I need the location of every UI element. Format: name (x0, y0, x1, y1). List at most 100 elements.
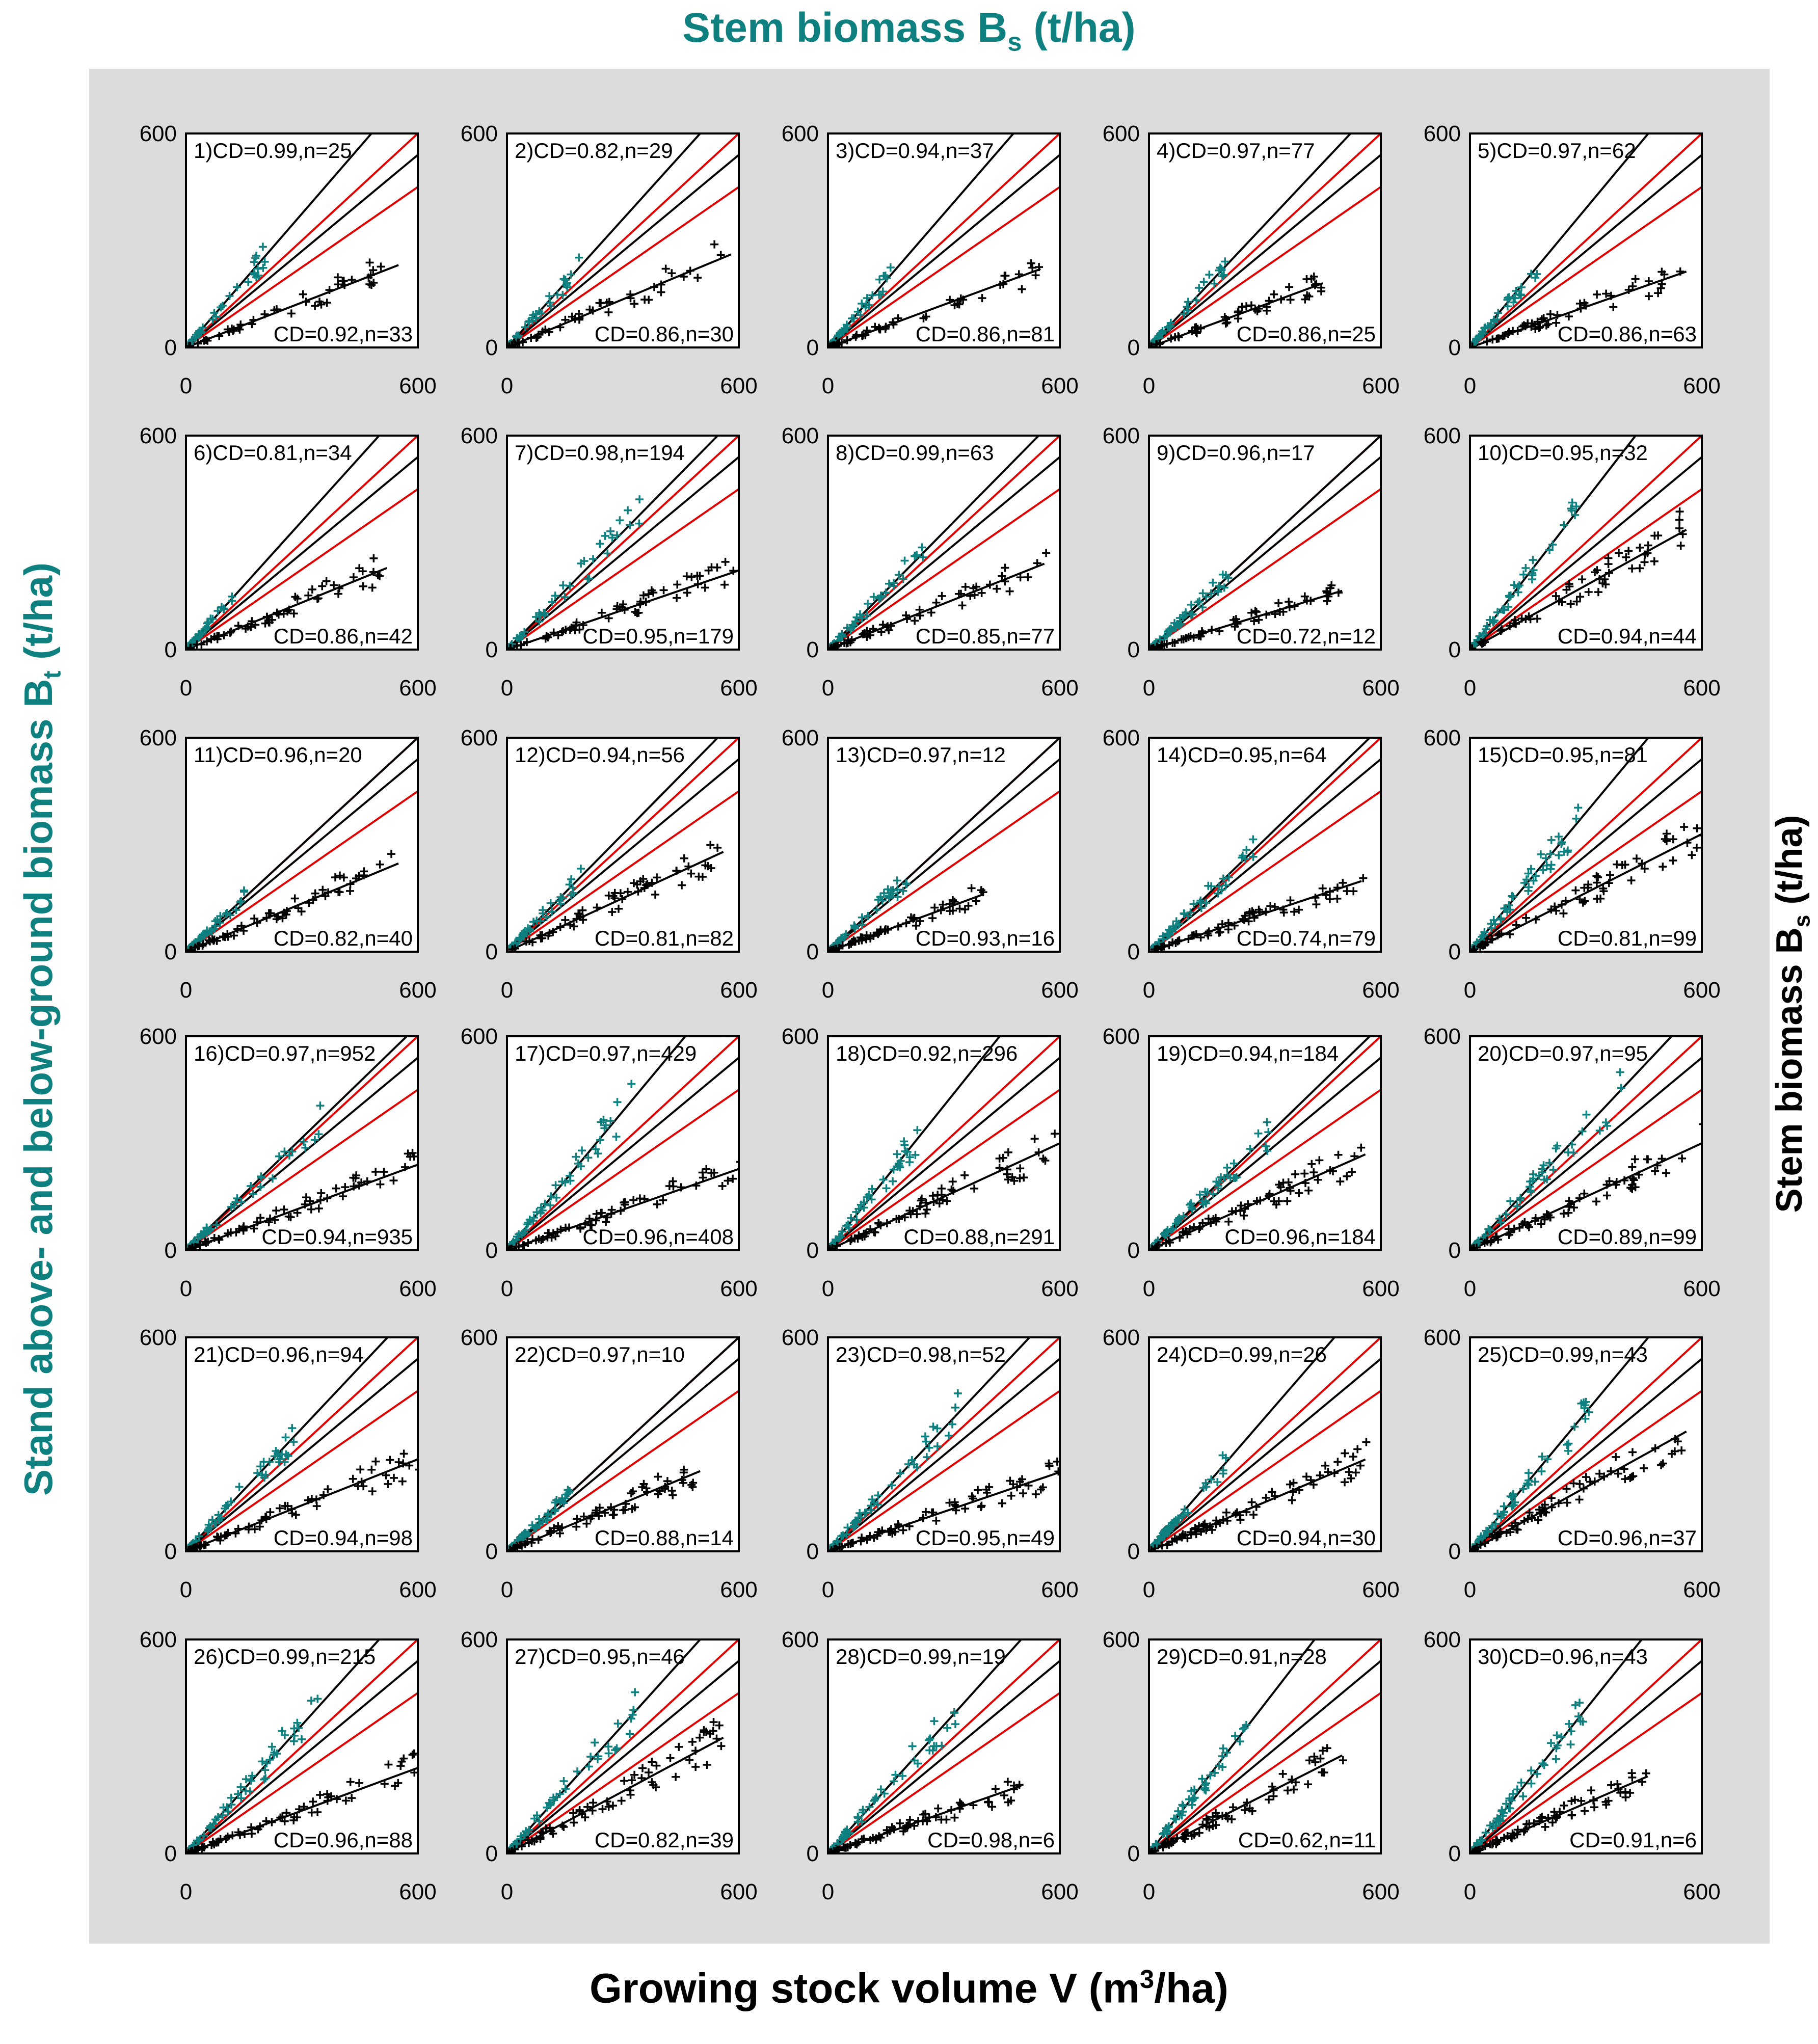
black-point (1031, 271, 1040, 280)
black-point (828, 1244, 837, 1250)
reference-line-black (1149, 154, 1381, 347)
black-point (1552, 318, 1561, 327)
black-point (1265, 297, 1273, 305)
black-point (593, 903, 601, 912)
black-point (341, 1183, 350, 1192)
teal-point (289, 1438, 298, 1446)
black-point (534, 331, 543, 339)
plot-inner (507, 738, 739, 952)
teal-point (1201, 1784, 1210, 1792)
black-point (1197, 1527, 1206, 1536)
teal-point (881, 588, 890, 597)
teal-point (616, 516, 624, 525)
black-point (1348, 1168, 1356, 1176)
black-point (1498, 625, 1506, 634)
black-point (335, 888, 344, 897)
teal-point (1505, 1794, 1514, 1803)
black-point (999, 280, 1008, 288)
black-point (1039, 1154, 1048, 1163)
black-point (1525, 1223, 1533, 1231)
teal-point (545, 292, 554, 301)
teal-point (1254, 1129, 1263, 1138)
black-point (871, 1228, 879, 1236)
teal-point (1527, 1779, 1536, 1788)
black-point (1675, 524, 1684, 532)
x-tick-label-600: 600 (1362, 1276, 1399, 1301)
teal-point (1186, 1200, 1194, 1209)
x-tick-label-600: 600 (1041, 373, 1078, 398)
teal-point (859, 1806, 867, 1814)
black-point (593, 1509, 601, 1517)
reference-line-red (828, 1036, 1060, 1250)
reference-line-red (828, 1089, 1060, 1250)
black-point (202, 1239, 210, 1247)
teal-point (1540, 1175, 1548, 1184)
reference-line-red (507, 790, 739, 952)
black-point (1325, 887, 1334, 896)
teal-point (1198, 1774, 1207, 1783)
black-point (1238, 915, 1247, 923)
top-axis-title: Stem biomass Bs (t/ha) (682, 5, 1136, 57)
black-point (1214, 923, 1222, 932)
black-point (545, 1526, 554, 1535)
black-point (366, 271, 375, 280)
teal-point (1516, 1194, 1525, 1202)
black-point (561, 916, 570, 924)
black-point (224, 1528, 232, 1537)
teal-point (876, 893, 885, 901)
black-point (1493, 334, 1502, 343)
teal-point (1182, 608, 1190, 617)
teal-point (1475, 1536, 1484, 1544)
black-point (636, 600, 645, 608)
teal-point (213, 1813, 222, 1821)
black-point (1579, 898, 1587, 907)
teal-point (1491, 920, 1500, 928)
teal-point (236, 898, 245, 906)
black-point (249, 315, 258, 324)
black-point (1557, 900, 1566, 909)
teal-point (577, 559, 585, 568)
black-point (1234, 314, 1242, 323)
black-point (974, 1486, 982, 1494)
teal-point (1564, 1148, 1572, 1157)
black-point (1295, 1189, 1303, 1197)
reference-line-black (507, 1057, 739, 1250)
reference-line-red (186, 1337, 418, 1551)
black-point (316, 1790, 325, 1799)
panel-label-top: 16)CD=0.97,n=952 (194, 1041, 376, 1065)
black-point (1182, 634, 1191, 642)
black-point (1173, 1834, 1182, 1843)
teal-point (561, 1494, 570, 1503)
black-point (1644, 541, 1652, 550)
reference-line-red (1470, 488, 1702, 650)
teal-point (922, 1453, 931, 1462)
teal-point (1535, 1171, 1543, 1180)
teal-point (1552, 1744, 1561, 1753)
teal-point (1549, 1166, 1558, 1174)
teal-point (1219, 271, 1228, 279)
black-point (1580, 1807, 1589, 1815)
black-point (1594, 873, 1602, 882)
teal-point (606, 527, 615, 535)
teal-point (576, 864, 585, 873)
black-point (1288, 1496, 1296, 1504)
black-point (661, 264, 670, 273)
teal-fit-line (507, 1639, 702, 1853)
reference-line-black (1149, 1057, 1381, 1250)
teal-point (1525, 1476, 1533, 1485)
teal-fit-line (1470, 1036, 1673, 1250)
black-point (371, 1167, 380, 1176)
panel-label-top: 23)CD=0.98,n=52 (836, 1342, 1006, 1366)
teal-point (559, 1499, 568, 1508)
teal-point (307, 1697, 315, 1705)
teal-point (1539, 866, 1547, 874)
teal-point (925, 1736, 933, 1744)
black-point (1512, 1525, 1521, 1534)
teal-point (1552, 1144, 1560, 1153)
teal-point (879, 1175, 888, 1184)
black-point (1016, 1164, 1025, 1173)
panel-label-top: 6)CD=0.81,n=34 (194, 441, 352, 465)
